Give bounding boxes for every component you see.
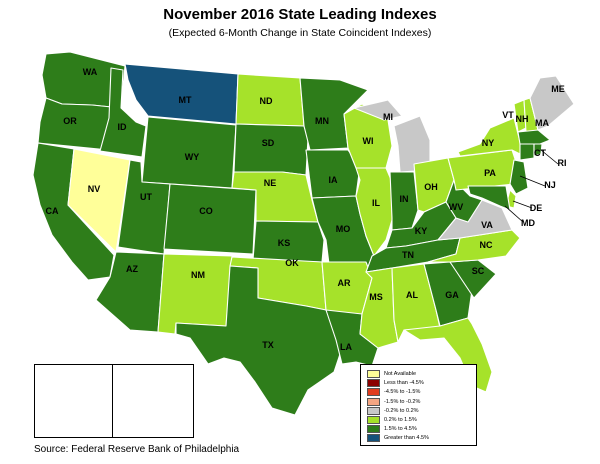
state-label-mi: MI xyxy=(383,112,393,122)
state-label-az: AZ xyxy=(126,264,138,274)
state-label-nv: NV xyxy=(88,184,101,194)
labels-layer: WA OR CA NV ID MT WY UT AZ CO NM ND SD NE KS OK TX MN IA MO… xyxy=(46,67,567,414)
map-title: November 2016 State Leading Indexes xyxy=(163,6,437,23)
map-legend: Not Available Less than -4.5% -4.5% to -1.… xyxy=(360,364,477,446)
state-label-ga: GA xyxy=(445,290,459,300)
legend-label: -0.2% to 0.2% xyxy=(384,407,419,414)
legend-item: 0.2% to 1.5% xyxy=(367,416,417,424)
legend-swatch xyxy=(367,416,380,424)
state-label-ar: AR xyxy=(338,278,351,288)
alaska-inset xyxy=(34,364,114,438)
state-nm xyxy=(157,253,233,335)
state-label-ms: MS xyxy=(369,292,383,302)
legend-label: -4.5% to -1.5% xyxy=(384,389,421,396)
state-label-de: DE xyxy=(530,203,543,213)
state-label-mo: MO xyxy=(336,224,351,234)
leader-line xyxy=(519,175,546,187)
state-nj xyxy=(509,159,529,195)
state-label-mt: MT xyxy=(179,95,192,105)
state-label-mn: MN xyxy=(315,116,329,126)
state-label-tx: TX xyxy=(262,340,274,350)
state-label-or: OR xyxy=(63,116,77,126)
state-label-ok: OK xyxy=(285,258,299,268)
legend-label: -1.5% to -0.2% xyxy=(384,398,421,405)
state-ks xyxy=(252,220,325,263)
state-label-ut: UT xyxy=(140,192,152,202)
state-mt xyxy=(124,63,239,125)
state-label-il: IL xyxy=(372,198,381,208)
legend-item: Greater than 4.5% xyxy=(367,434,429,443)
state-label-al: AL xyxy=(406,290,418,300)
leader-line xyxy=(540,149,559,165)
legend-item: 1.5% to 4.5% xyxy=(367,425,417,434)
legend-item: -1.5% to -0.2% xyxy=(367,397,421,406)
state-label-tn: TN xyxy=(402,250,414,260)
state-tx xyxy=(175,265,343,416)
legend-swatch xyxy=(367,434,380,443)
state-label-co: CO xyxy=(199,206,213,216)
state-label-ma: MA xyxy=(535,118,549,128)
state-label-pa: PA xyxy=(484,168,496,178)
state-id xyxy=(99,67,147,158)
legend-label: 0.2% to 1.5% xyxy=(384,417,417,423)
state-label-nh: NH xyxy=(516,114,529,124)
state-label-nd: ND xyxy=(260,96,273,106)
state-md xyxy=(467,185,511,211)
legend-item: -4.5% to -1.5% xyxy=(367,388,421,397)
state-label-ny: NY xyxy=(482,138,495,148)
legend-label: 1.5% to 4.5% xyxy=(384,426,417,433)
source-note: Source: Federal Reserve Bank of Philadel… xyxy=(34,444,240,455)
legend-swatch xyxy=(367,388,380,397)
legend-label: Less than -4.5% xyxy=(384,380,424,387)
legend-swatch xyxy=(367,425,380,434)
state-label-ri: RI xyxy=(558,158,567,168)
state-label-ca: CA xyxy=(46,206,59,216)
state-label-va: VA xyxy=(481,220,493,230)
state-co xyxy=(163,183,257,255)
state-label-id: ID xyxy=(118,122,128,132)
legend-swatch xyxy=(367,370,380,378)
state-ma xyxy=(517,129,551,145)
legend-item: Less than -4.5% xyxy=(367,379,424,388)
state-label-in: IN xyxy=(400,194,409,204)
legend-item: Not Available xyxy=(367,370,416,378)
state-label-ky: KY xyxy=(415,226,428,236)
state-ri xyxy=(533,143,543,157)
state-label-ia: IA xyxy=(329,175,339,185)
state-label-sc: SC xyxy=(472,266,485,276)
state-label-nc: NC xyxy=(480,240,493,250)
legend-swatch xyxy=(367,406,380,415)
state-label-oh: OH xyxy=(424,182,438,192)
hawaii-inset xyxy=(112,364,194,438)
leader-line xyxy=(512,200,533,209)
state-ia xyxy=(305,149,361,199)
state-label-ct: CT xyxy=(534,148,546,158)
state-label-la: LA xyxy=(340,342,352,352)
state-label-nm: NM xyxy=(191,270,205,280)
legend-item: -0.2% to 0.2% xyxy=(367,406,419,415)
state-label-md: MD xyxy=(521,218,535,228)
state-label-sd: SD xyxy=(262,138,275,148)
leader-line xyxy=(504,205,524,223)
state-label-ks: KS xyxy=(278,238,291,248)
state-label-me: ME xyxy=(551,84,565,94)
state-label-wv: WV xyxy=(449,202,464,212)
legend-label: Greater than 4.5% xyxy=(384,435,429,442)
state-sd xyxy=(233,123,309,176)
legend-swatch xyxy=(367,379,380,388)
state-ct xyxy=(519,143,535,161)
state-label-vt: VT xyxy=(502,110,514,120)
legend-swatch xyxy=(367,397,380,406)
map-subtitle: (Expected 6-Month Change in State Coinci… xyxy=(168,27,432,39)
state-label-wi: WI xyxy=(363,136,374,146)
state-label-wa: WA xyxy=(83,67,98,77)
state-label-nj: NJ xyxy=(544,180,556,190)
state-label-wy: WY xyxy=(185,152,200,162)
legend-label: Not Available xyxy=(384,371,417,377)
state-label-ne: NE xyxy=(264,178,277,188)
